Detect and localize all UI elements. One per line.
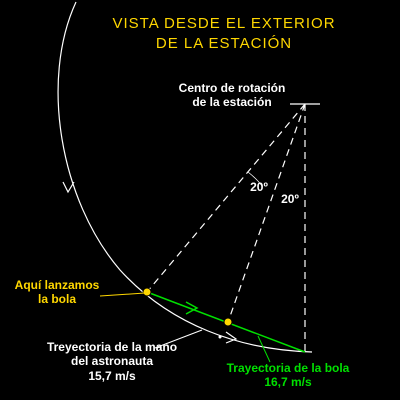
center-label-line-2: de la estación xyxy=(192,95,271,109)
ball-label-line-1: Trayectoria de la bola xyxy=(227,361,350,375)
launch-point xyxy=(142,287,152,297)
title-line-2: DE LA ESTACIÓN xyxy=(156,35,292,52)
hand-trajectory-arrow xyxy=(225,331,238,344)
hand-label-line-3: 15,7 m/s xyxy=(88,369,136,383)
ball-midpoint xyxy=(223,317,233,327)
title-line-1: VISTA DESDE EL EXTERIOR xyxy=(112,15,335,32)
hand-label-line-2: del astronauta xyxy=(71,354,153,368)
launch-label-line-1: Aquí lanzamos xyxy=(15,278,100,292)
station-rim-arc xyxy=(57,1,313,353)
launch-label-line-2: la bola xyxy=(38,292,76,306)
ball-label-leader xyxy=(257,335,271,363)
ball-trajectory-arrow xyxy=(185,301,199,315)
rim-direction-arrow xyxy=(62,181,75,194)
hand-label-line-1: Treyectoria de la mano xyxy=(47,340,177,354)
launch-label-leader xyxy=(99,292,146,297)
radius-line-to-launch xyxy=(146,103,306,293)
angle-label-2: 20º xyxy=(281,192,299,206)
radius-line-to-midpoint xyxy=(227,103,306,323)
hand-marker xyxy=(218,335,222,339)
angle-label-1: 20º xyxy=(250,180,268,194)
angle-arc-1 xyxy=(247,171,263,187)
center-label-line-1: Centro de rotación xyxy=(179,81,286,95)
ball-label-line-2: 16,7 m/s xyxy=(264,375,312,389)
hand-label-leader xyxy=(154,329,203,349)
